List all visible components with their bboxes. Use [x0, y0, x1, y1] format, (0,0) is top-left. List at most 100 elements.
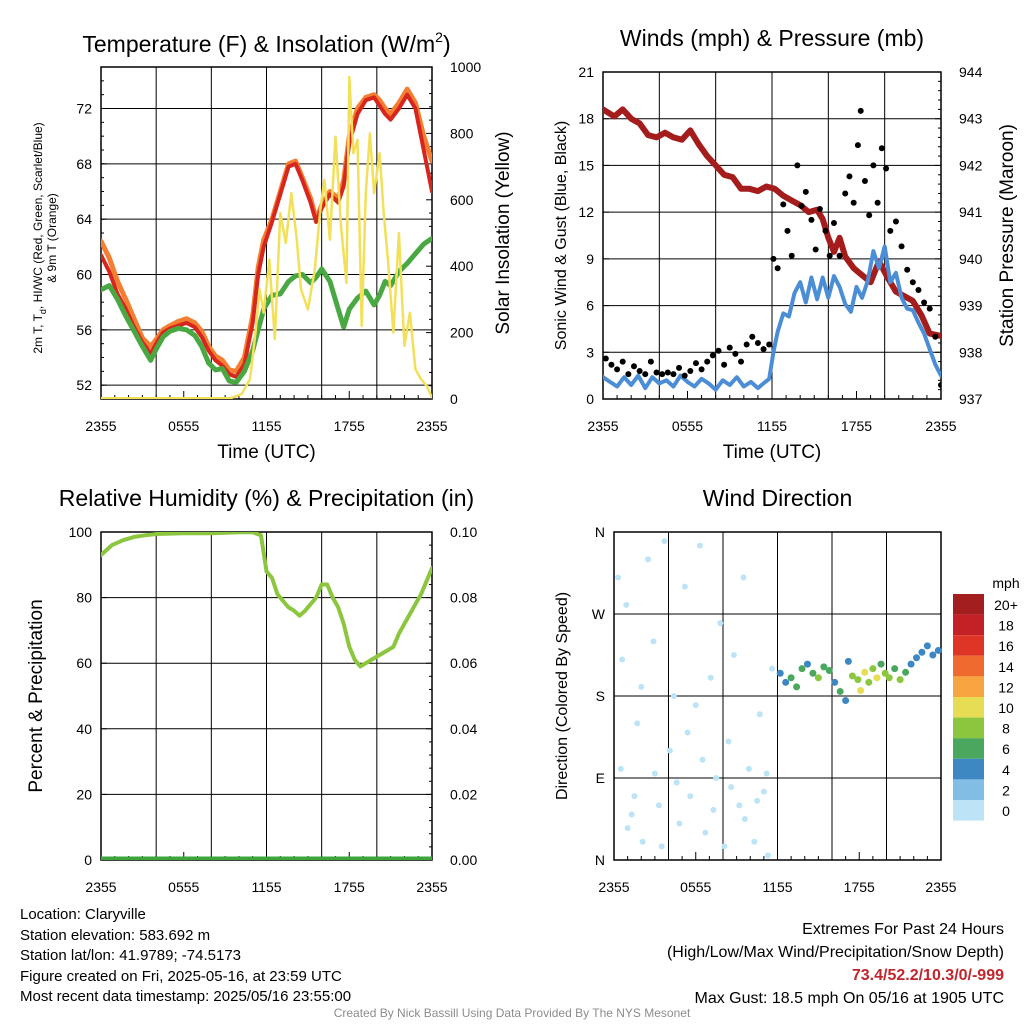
- extremes-panel: Extremes For Past 24 Hours (High/Low/Max…: [667, 918, 1004, 1010]
- series-gust-point: [743, 341, 750, 348]
- direction-point: [912, 654, 920, 662]
- series-gust-point: [659, 371, 666, 378]
- y-axis-label-right: Solar Insolation (Yellow): [493, 131, 514, 334]
- direction-point-calm: [699, 756, 706, 763]
- series-gust-point: [926, 305, 933, 312]
- y-right-tick-label: 0: [450, 391, 458, 407]
- x-tick-label: 1755: [334, 879, 365, 895]
- credit-line: Created By Nick Bassill Using Data Provi…: [333, 1006, 691, 1020]
- direction-point: [787, 674, 795, 682]
- series-gust-point: [794, 162, 801, 169]
- y-right-tick-label: 939: [959, 298, 983, 314]
- y-tick-label: 3: [586, 344, 594, 360]
- legend-swatch: [953, 635, 984, 656]
- y-tick-label: 40: [76, 721, 92, 737]
- series-gust-point: [874, 199, 881, 206]
- recent-timestamp: Most recent data timestamp: 2025/05/16 2…: [20, 988, 352, 1005]
- figure-created: Figure created on Fri, 2025-05-16, at 23…: [20, 967, 342, 985]
- direction-point: [844, 657, 852, 665]
- series-gust-point: [760, 346, 767, 353]
- direction-point: [918, 648, 926, 656]
- direction-point: [869, 665, 877, 673]
- y-tick-label: 60: [76, 267, 92, 283]
- x-axis-label: Time (UTC): [217, 442, 316, 463]
- direction-point-calm: [681, 583, 688, 590]
- series-gust-point: [681, 372, 688, 379]
- legend-swatch: [953, 614, 984, 636]
- series-gust-point: [614, 366, 621, 373]
- series-gust-point: [715, 347, 722, 354]
- x-tick-label: 1155: [251, 418, 281, 434]
- direction-point: [877, 660, 885, 668]
- series-gust-point: [904, 266, 911, 273]
- chart-title-text: Temperature (F) & Insolation (W/m: [82, 31, 435, 57]
- series-gust-point: [698, 366, 705, 373]
- series-gust-point: [830, 220, 837, 227]
- direction-point-calm: [615, 574, 622, 581]
- direction-point-calm: [676, 820, 683, 827]
- extremes-values: 73.4/52.2/10.3/0/-999: [851, 967, 1004, 984]
- series-gust-point: [676, 364, 683, 371]
- y-right-tick-label: 600: [450, 192, 474, 208]
- y-right-tick-label: 400: [450, 258, 474, 274]
- direction-point-calm: [721, 843, 728, 850]
- direction-point-calm: [751, 838, 758, 845]
- direction-point-calm: [624, 825, 631, 832]
- x-tick-label: 0555: [672, 418, 703, 434]
- legend-swatch: [953, 717, 984, 739]
- direction-point: [923, 642, 931, 650]
- direction-point-calm: [639, 838, 646, 845]
- legend-swatch: [953, 738, 984, 759]
- y-tick-label: 52: [76, 377, 92, 393]
- direction-point: [854, 676, 862, 684]
- y-right-tick-label: 941: [959, 204, 983, 220]
- direction-point: [873, 674, 881, 682]
- direction-point: [929, 651, 937, 659]
- y-tick-label: N: [595, 852, 605, 868]
- series-gust-point: [826, 252, 833, 259]
- speed-legend: mph 20+ 18 16 14 12 10 8 6 4 2 0: [953, 575, 1020, 821]
- direction-point-calm: [736, 802, 743, 809]
- series-dewpoint-line: [101, 236, 432, 385]
- series-gust-point: [850, 199, 857, 206]
- legend-label: 6: [1002, 741, 1010, 757]
- y-right-tick-label: 943: [959, 111, 983, 127]
- x-tick-label: 0555: [168, 879, 199, 895]
- direction-point: [885, 674, 893, 682]
- y-right-tick-label: 940: [959, 251, 983, 267]
- humidity-panel: 2355 0555 1155 1755 2355 0 20 40 60 80 100 0.00 0.02…: [26, 485, 477, 895]
- series-insolation-line: [101, 75, 432, 399]
- direction-point-calm: [707, 674, 714, 681]
- direction-point: [896, 676, 904, 684]
- series-gust-point: [932, 333, 939, 340]
- direction-point: [865, 678, 873, 686]
- direction-point-calm: [619, 656, 626, 663]
- series-gust-point: [846, 173, 853, 180]
- series-gust-point: [822, 227, 829, 234]
- y-right-tick-label: 0.02: [450, 786, 477, 802]
- legend-swatch: [953, 800, 984, 821]
- y-tick-label: 21: [578, 64, 594, 80]
- series-gust-point: [898, 243, 905, 250]
- direction-point-calm: [760, 788, 767, 795]
- direction-point: [881, 669, 889, 677]
- chart-title-superscript: 2: [435, 29, 443, 45]
- direction-point-calm: [769, 665, 776, 672]
- legend-swatch: [953, 676, 984, 697]
- y-axis-label: Percent & Precipitation: [26, 599, 47, 792]
- direction-point-calm: [658, 843, 665, 850]
- y-right-tick-label: 0.08: [450, 590, 477, 606]
- extremes-heading: Extremes For Past 24 Hours: [802, 921, 1004, 938]
- series-gust-point: [816, 206, 823, 213]
- direction-point-calm: [673, 779, 680, 786]
- x-tick-label: 2355: [925, 418, 956, 434]
- direction-point: [809, 669, 817, 677]
- wind-direction-panel-grid: [614, 531, 941, 861]
- series-gust-point: [780, 201, 787, 208]
- series-gust-point: [878, 145, 885, 152]
- y-tick-label: 60: [76, 655, 92, 671]
- x-tick-label: 0555: [168, 418, 199, 434]
- y-right-tick-label: 0.04: [450, 721, 477, 737]
- direction-point-calm: [730, 652, 737, 658]
- series-gust-point: [692, 360, 699, 367]
